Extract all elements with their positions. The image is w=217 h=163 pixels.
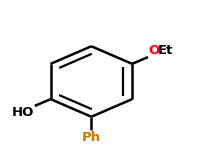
Text: Ph: Ph [82,131,101,144]
Text: HO: HO [12,106,34,119]
Text: Et: Et [158,44,173,57]
Text: O: O [149,44,160,57]
